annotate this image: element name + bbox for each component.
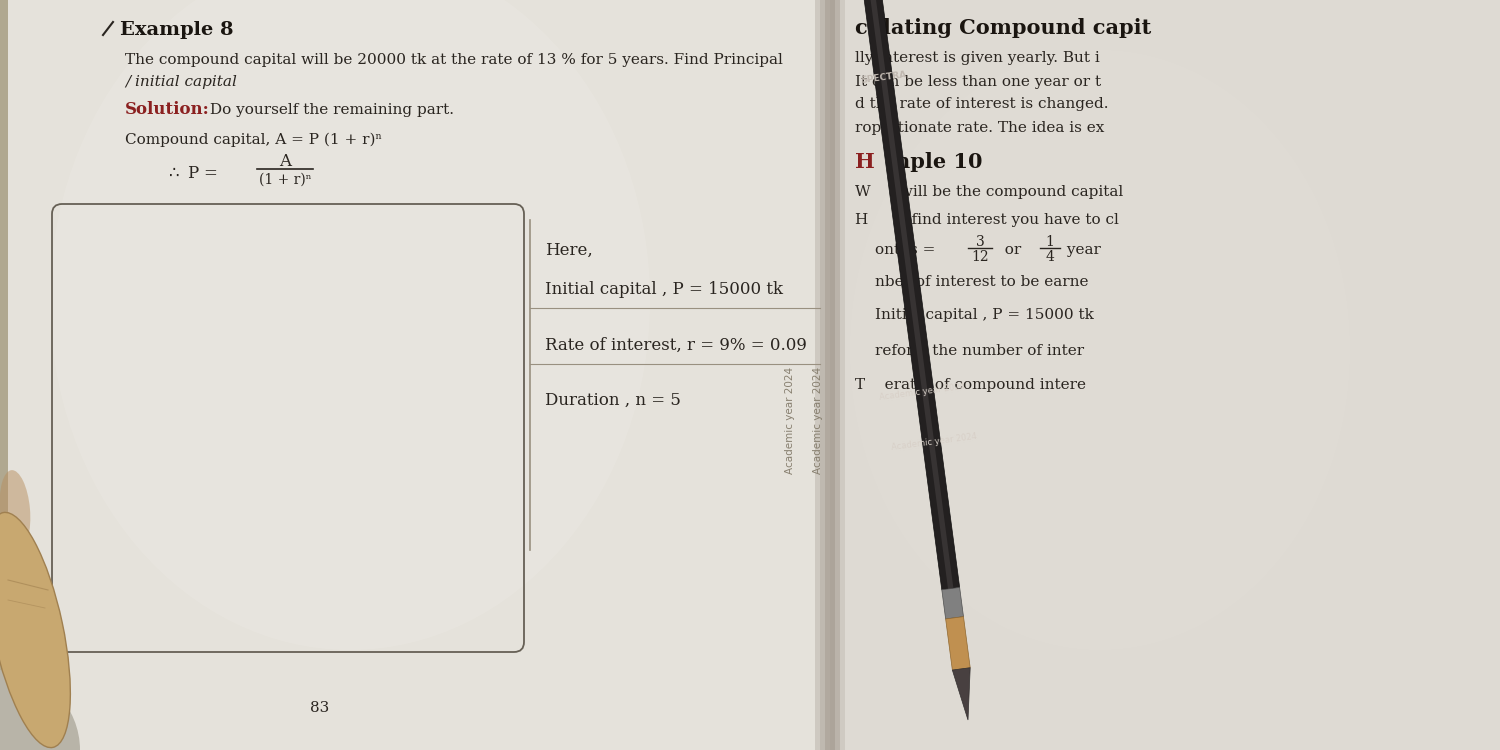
Text: year: year [1062, 243, 1101, 257]
Text: A: A [279, 154, 291, 170]
Text: The compound capital will be 20000 tk at the rate of 13 % for 5 years. Find Prin: The compound capital will be 20000 tk at… [124, 53, 783, 67]
Text: W      will be the compound capital: W will be the compound capital [855, 185, 1124, 199]
Text: H      o find interest you have to cl: H o find interest you have to cl [855, 213, 1119, 227]
Text: 83: 83 [310, 701, 330, 715]
Polygon shape [952, 668, 970, 720]
Polygon shape [862, 0, 960, 590]
Text: / initial capital: / initial capital [124, 75, 237, 89]
Text: $\therefore$ P =: $\therefore$ P = [165, 164, 219, 182]
Text: or: or [994, 243, 1030, 257]
Text: Initial capital , P = 15000 tk: Initial capital , P = 15000 tk [544, 281, 783, 298]
Text: 4: 4 [1046, 250, 1054, 264]
Bar [0, 0, 830, 750]
Text: H: H [855, 152, 874, 172]
Bar [0, 0, 8, 750]
Ellipse shape [850, 50, 1350, 650]
Polygon shape [945, 616, 970, 670]
Text: Academic year 2024: Academic year 2024 [879, 382, 965, 402]
Text: T    erate  of compound intere: T erate of compound intere [855, 378, 1086, 392]
Bar [830, 0, 836, 750]
Bar [815, 0, 821, 750]
Text: lly interest is given yearly. But i: lly interest is given yearly. But i [855, 51, 1100, 65]
Text: It can be less than one year or t: It can be less than one year or t [855, 75, 1101, 89]
Bar [840, 0, 844, 750]
Polygon shape [870, 0, 954, 589]
Text: 3: 3 [975, 235, 984, 249]
Text: nber of interest to be earne: nber of interest to be earne [874, 275, 1089, 289]
Wedge shape [0, 670, 80, 750]
Text: nple 10: nple 10 [896, 152, 983, 172]
Text: (1 + r)ⁿ: (1 + r)ⁿ [258, 173, 312, 187]
Bar [825, 0, 830, 750]
Bar [830, 0, 1500, 750]
Ellipse shape [0, 512, 70, 748]
Text: refore, the number of inter: refore, the number of inter [874, 343, 1084, 357]
Ellipse shape [0, 470, 30, 550]
Text: SPECTRA: SPECTRA [859, 70, 907, 85]
Text: Duration , n = 5: Duration , n = 5 [544, 392, 681, 409]
Bar [821, 0, 825, 750]
Text: Compound capital, A = P (1 + r)ⁿ: Compound capital, A = P (1 + r)ⁿ [124, 133, 382, 147]
Text: Example 8: Example 8 [120, 21, 234, 39]
Text: Do yourself the remaining part.: Do yourself the remaining part. [206, 103, 454, 117]
Text: Academic year 2024: Academic year 2024 [891, 432, 978, 452]
Text: d the rate of interest is changed.: d the rate of interest is changed. [855, 97, 1108, 111]
Text: 1: 1 [1046, 235, 1054, 249]
Text: Academic year 2024: Academic year 2024 [784, 367, 795, 473]
Text: Solution:: Solution: [124, 101, 210, 118]
Text: Academic year 2024: Academic year 2024 [813, 367, 824, 473]
Text: 12: 12 [970, 250, 988, 264]
Bar [836, 0, 840, 750]
Polygon shape [942, 587, 963, 619]
Text: Initial capital , P = 15000 tk: Initial capital , P = 15000 tk [874, 308, 1094, 322]
Text: Rate of interest, r = 9% = 0.09: Rate of interest, r = 9% = 0.09 [544, 337, 807, 353]
Ellipse shape [50, 0, 650, 650]
Text: roportionate rate. The idea is ex: roportionate rate. The idea is ex [855, 121, 1104, 135]
Text: culating Compound capit: culating Compound capit [855, 18, 1152, 38]
Text: onths =: onths = [874, 243, 940, 257]
Text: Here,: Here, [544, 242, 592, 259]
